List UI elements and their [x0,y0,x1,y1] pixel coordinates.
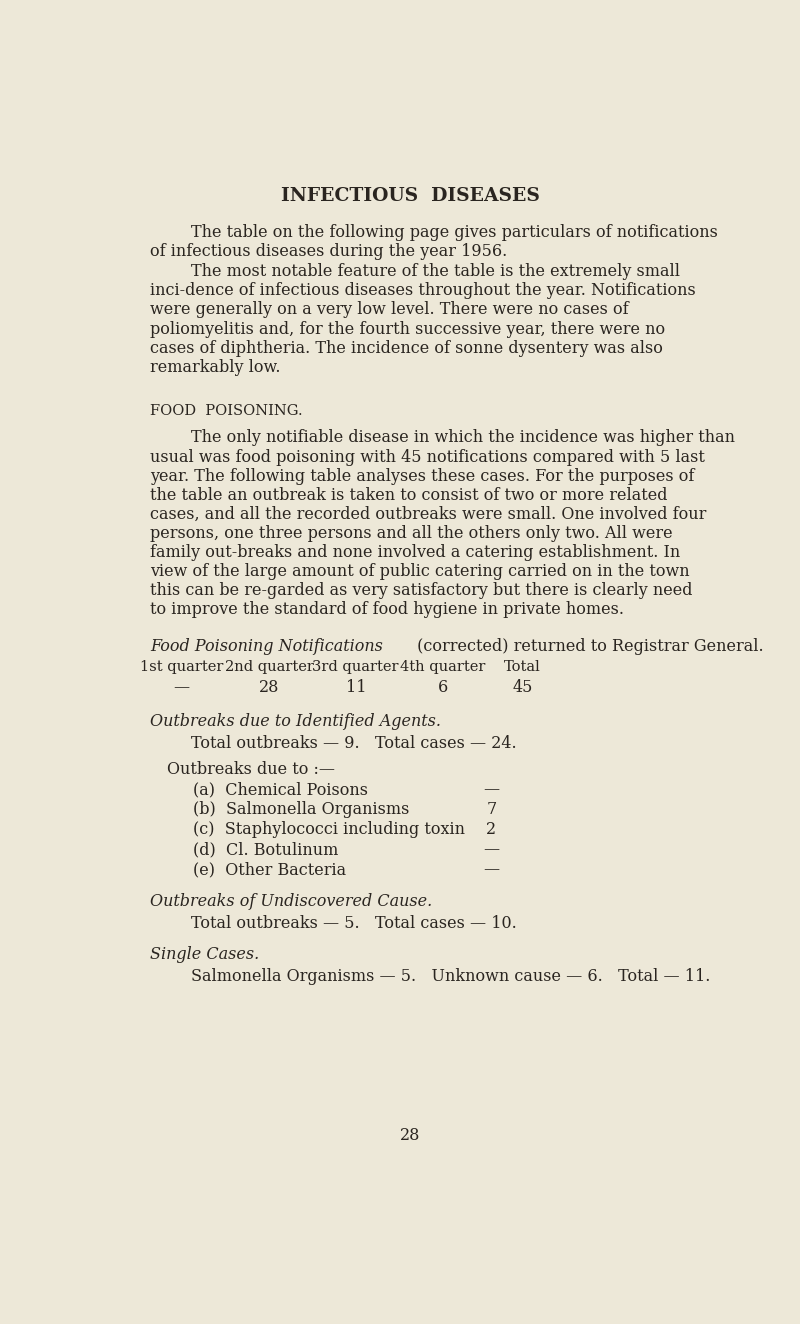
Text: usual was food poisoning with 45 notifications compared with 5 last: usual was food poisoning with 45 notific… [150,449,706,466]
Text: (d)  Cl. Botulinum: (d) Cl. Botulinum [193,841,338,858]
Text: Salmonella Organisms — 5.   Unknown cause — 6.   Total — 11.: Salmonella Organisms — 5. Unknown cause … [190,968,710,985]
Text: FOOD  POISONING.: FOOD POISONING. [150,404,303,417]
Text: cases, and all the recorded outbreaks were small. One involved four: cases, and all the recorded outbreaks we… [150,506,706,523]
Text: The table on the following page gives particulars of notifications: The table on the following page gives pa… [190,224,718,241]
Text: Total outbreaks — 5.   Total cases — 10.: Total outbreaks — 5. Total cases — 10. [190,915,517,932]
Text: Food Poisoning Notifications: Food Poisoning Notifications [150,638,383,654]
Text: —: — [483,781,499,798]
Text: view of the large amount of public catering carried on in the town: view of the large amount of public cater… [150,563,690,580]
Text: 4th quarter: 4th quarter [400,661,486,674]
Text: Total outbreaks — 9.   Total cases — 24.: Total outbreaks — 9. Total cases — 24. [190,735,516,752]
Text: 11: 11 [346,679,366,696]
Text: 28: 28 [400,1127,420,1144]
Text: remarkably low.: remarkably low. [150,359,281,376]
Text: the table an outbreak is taken to consist of two or more related: the table an outbreak is taken to consis… [150,487,668,503]
Text: year. The following table analyses these cases. For the purposes of: year. The following table analyses these… [150,467,694,485]
Text: family out-breaks and none involved a catering establishment. In: family out-breaks and none involved a ca… [150,544,681,561]
Text: Outbreaks due to :—: Outbreaks due to :— [167,761,335,779]
Text: Outbreaks of Undiscovered Cause.: Outbreaks of Undiscovered Cause. [150,892,433,910]
Text: 2: 2 [486,821,497,838]
Text: (b)  Salmonella Organisms: (b) Salmonella Organisms [193,801,410,818]
Text: 6: 6 [438,679,448,696]
Text: poliomyelitis and, for the fourth successive year, there were no: poliomyelitis and, for the fourth succes… [150,320,666,338]
Text: INFECTIOUS  DISEASES: INFECTIOUS DISEASES [281,187,539,205]
Text: The most notable feature of the table is the extremely small: The most notable feature of the table is… [190,263,680,281]
Text: (corrected) returned to Registrar General.: (corrected) returned to Registrar Genera… [412,638,764,654]
Text: (e)  Other Bacteria: (e) Other Bacteria [193,862,346,878]
Text: 45: 45 [512,679,533,696]
Text: this can be re-garded as very satisfactory but there is clearly need: this can be re-garded as very satisfacto… [150,583,693,600]
Text: to improve the standard of food hygiene in private homes.: to improve the standard of food hygiene … [150,601,624,618]
Text: were generally on a very low level. There were no cases of: were generally on a very low level. Ther… [150,302,629,319]
Text: 3rd quarter: 3rd quarter [313,661,399,674]
Text: cases of diphtheria. The incidence of sonne dysentery was also: cases of diphtheria. The incidence of so… [150,340,663,356]
Text: 1st quarter: 1st quarter [140,661,223,674]
Text: —: — [174,679,190,696]
Text: inci-dence of infectious diseases throughout the year. Notifications: inci-dence of infectious diseases throug… [150,282,696,299]
Text: 7: 7 [486,801,497,818]
Text: Total: Total [504,661,541,674]
Text: Single Cases.: Single Cases. [150,947,260,964]
Text: of infectious diseases during the year 1956.: of infectious diseases during the year 1… [150,242,508,260]
Text: —: — [483,841,499,858]
Text: (c)  Staphylococci including toxin: (c) Staphylococci including toxin [193,821,465,838]
Text: Outbreaks due to Identified Agents.: Outbreaks due to Identified Agents. [150,712,442,730]
Text: persons, one three persons and all the others only two. All were: persons, one three persons and all the o… [150,524,673,542]
Text: The only notifiable disease in which the incidence was higher than: The only notifiable disease in which the… [190,429,734,446]
Text: (a)  Chemical Poisons: (a) Chemical Poisons [193,781,368,798]
Text: 2nd quarter: 2nd quarter [225,661,314,674]
Text: —: — [483,862,499,878]
Text: 28: 28 [258,679,279,696]
